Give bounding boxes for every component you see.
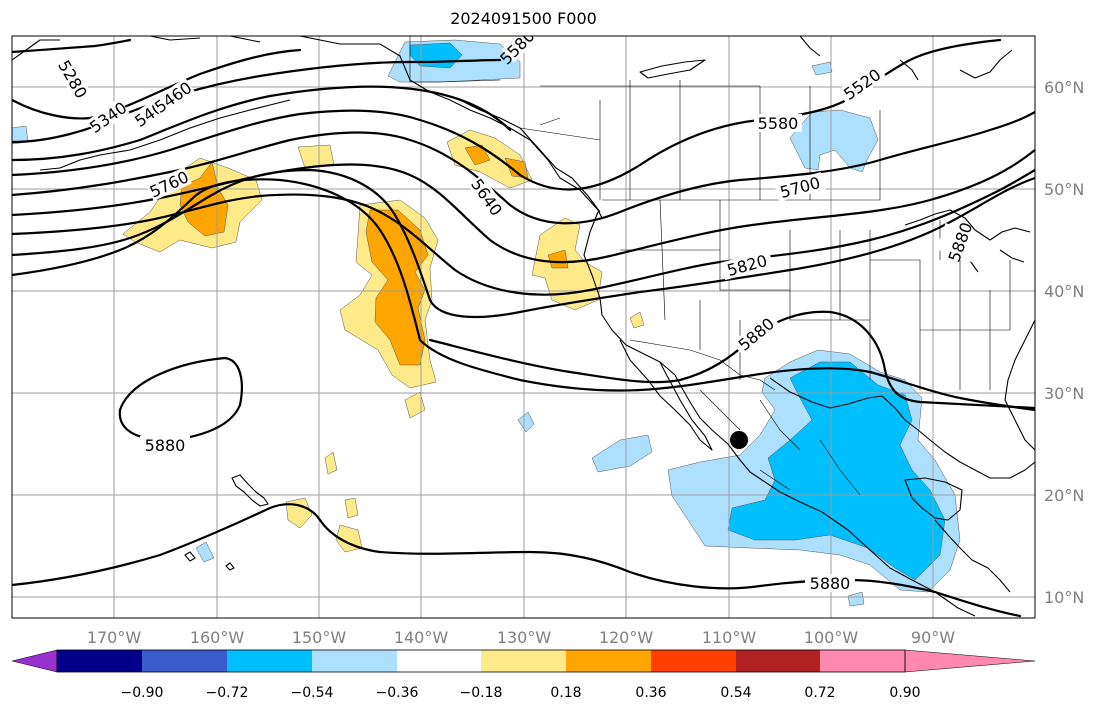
border-us-mexico (629, 339, 776, 391)
coast-alaska (12, 36, 603, 219)
contour-5580 (12, 110, 1035, 225)
contour-5700 (12, 168, 1035, 296)
graticule (12, 36, 1035, 618)
contour-label-5580: 5580 (758, 114, 799, 133)
coast-islands-south (184, 551, 235, 571)
colorbar-tick-label: −0.36 (376, 685, 419, 701)
shade-yellow-region (324, 451, 338, 475)
colorbar-tick-label: 0.54 (720, 685, 751, 701)
colorbar-tick-label: 0.90 (889, 685, 920, 701)
lon-label: 90°W (911, 628, 955, 647)
lon-label: 110°W (702, 628, 757, 647)
shade-orange-region (464, 144, 491, 166)
lon-label: 140°W (394, 628, 449, 647)
lat-label: 50°N (1044, 180, 1084, 199)
plot-frame (11, 35, 1036, 619)
contour-label-5880-b: 5880 (145, 436, 186, 455)
shade-yellow-region (285, 497, 313, 529)
colorbar-segment (566, 650, 651, 672)
contour-5340 (12, 48, 302, 120)
coast-aleutians (39, 99, 291, 171)
colorbar-segment (57, 650, 142, 672)
border-us-states-2 (870, 220, 1011, 390)
coast-gulf (769, 377, 1035, 479)
lon-label: 150°W (292, 628, 347, 647)
colorbar-tick-label: 0.72 (804, 685, 835, 701)
contour-label-5880-c: 5880 (810, 574, 851, 593)
lon-label: 100°W (804, 628, 859, 647)
border-alaska-canada (409, 36, 561, 126)
lon-label: 170°W (87, 628, 142, 647)
map-title: 2024091500 F000 (450, 9, 597, 28)
contour-5820 (12, 178, 1035, 412)
colorbar-segment (227, 650, 312, 672)
colorbar-tick-label: 0.36 (635, 685, 666, 701)
lat-label: 60°N (1044, 78, 1084, 97)
shade-lightblue-region (195, 541, 215, 563)
contour-5880-south (12, 503, 1022, 618)
coast-central-america (934, 519, 1011, 593)
colorbar-segment (651, 650, 736, 672)
shaded-negative (12, 39, 961, 607)
colorbar-segment (736, 650, 820, 672)
colorbar-segment (481, 650, 566, 672)
colorbar-tick-label: −0.18 (460, 685, 503, 701)
shade-yellow-region (629, 311, 645, 329)
contour-5460 (12, 85, 512, 162)
longitude-labels: 170°W 160°W 150°W 140°W 130°W 120°W 110°… (87, 628, 955, 647)
colorbar-segment (820, 650, 905, 672)
colorbar-over-triangle (904, 649, 1036, 673)
colorbar-tick-label: −0.90 (121, 685, 164, 701)
coast-hawaii (231, 474, 269, 507)
contour-5640 (12, 148, 1035, 264)
contour-5280 (12, 38, 132, 54)
shade-lightblue-region (847, 591, 865, 607)
colorbar-tick-label: −0.54 (291, 685, 334, 701)
coast-yucatan (904, 477, 963, 521)
lon-label: 130°W (497, 628, 552, 647)
shade-orange-region (504, 157, 529, 179)
lon-label: 160°W (190, 628, 245, 647)
colorbar-segment (142, 650, 227, 672)
coast-west-us (583, 211, 976, 617)
colorbar: −0.90 −0.72 −0.54 −0.36 −0.18 0.18 0.36 … (11, 649, 1036, 701)
colorbar-segment (397, 650, 481, 672)
colorbar-under-triangle (11, 649, 58, 673)
colorbar-frame (56, 649, 906, 673)
coast-east-us (1004, 319, 1035, 451)
contour-5760 (12, 168, 1035, 319)
lon-label: 120°W (599, 628, 654, 647)
lat-label: 10°N (1044, 588, 1084, 607)
shade-lightblue-region (517, 411, 535, 433)
colorbar-tick-label: −0.72 (206, 685, 249, 701)
lat-label: 30°N (1044, 384, 1084, 403)
latitude-labels: 60°N 50°N 40°N 30°N 20°N 10°N (1044, 78, 1084, 607)
colorbar-segment (312, 650, 397, 672)
storm-center-marker (730, 431, 748, 449)
lat-label: 20°N (1044, 486, 1084, 505)
border-canada-provinces (519, 80, 811, 200)
shade-lightblue-region (591, 434, 653, 473)
border-mexico-states (699, 389, 861, 496)
shade-yellow-region (344, 497, 359, 519)
shade-orange-region (547, 249, 569, 269)
coast-hudson-bay (639, 59, 706, 79)
lat-label: 40°N (1044, 282, 1084, 301)
shade-yellow-region (404, 391, 426, 419)
shade-lightblue-region (789, 109, 879, 173)
shade-lightblue-region (811, 61, 833, 76)
colorbar-tick-label: 0.18 (550, 685, 581, 701)
